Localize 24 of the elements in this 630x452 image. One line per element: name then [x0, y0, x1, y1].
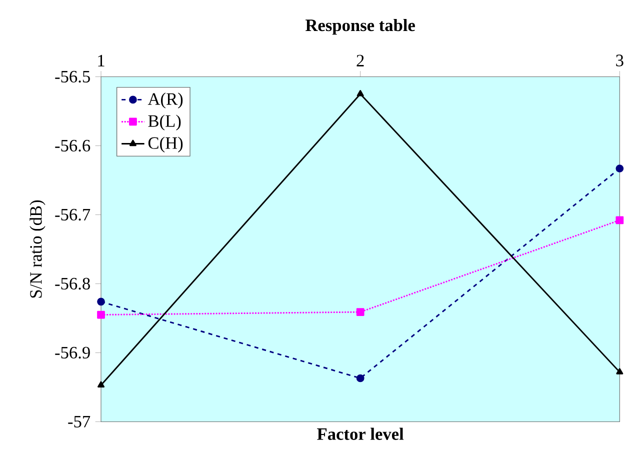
- point: [97, 298, 105, 306]
- legend-label: B(L): [148, 114, 181, 130]
- y-tick-label: -56.9: [55, 346, 90, 359]
- x-tick-label: 3: [616, 54, 624, 66]
- legend-label: C(H): [148, 136, 183, 152]
- y-tick-label: -56.5: [55, 70, 90, 83]
- y-tick-label: -56.6: [55, 140, 90, 152]
- point: [616, 164, 624, 172]
- point: [616, 368, 624, 374]
- x-axis-title: Factor level: [317, 428, 404, 440]
- y-tick-label: -56.8: [55, 278, 90, 290]
- point: [356, 308, 364, 316]
- x-tick-label: 1: [98, 54, 104, 66]
- point: [356, 90, 364, 96]
- x-tick-label: 2: [356, 54, 364, 66]
- legend-label: A(R): [148, 92, 183, 108]
- y-tick-label: -57: [68, 416, 90, 428]
- point: [97, 310, 105, 319]
- point: [616, 216, 624, 224]
- chart-title: Response table: [306, 18, 415, 35]
- point: [98, 381, 105, 388]
- y-tick-label: -56.7: [55, 208, 90, 221]
- point: [356, 374, 364, 382]
- y-axis-title: S/N ratio (dB): [30, 200, 46, 298]
